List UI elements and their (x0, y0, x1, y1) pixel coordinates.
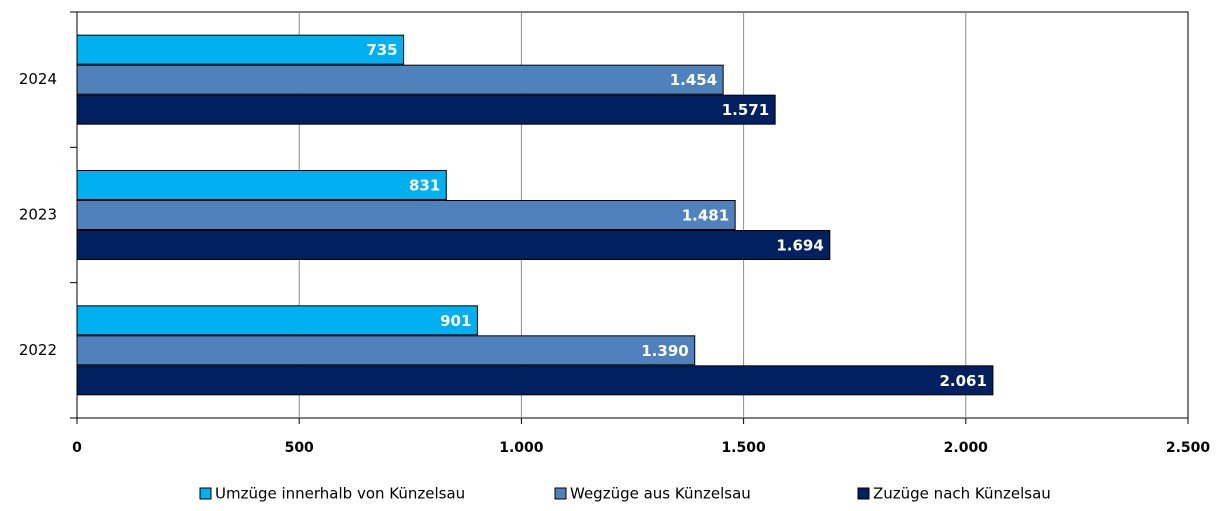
x-tick-label: 1.000 (499, 440, 544, 456)
y-tick-label: 2022 (19, 341, 57, 359)
value-label: 735 (366, 41, 397, 59)
legend-label: Zuzüge nach Künzelsau (873, 485, 1051, 503)
legend-swatch (857, 487, 870, 500)
bar (76, 170, 447, 200)
x-tick-label: 500 (285, 440, 314, 456)
value-label: 1.390 (641, 342, 688, 360)
y-tick-label: 2023 (19, 206, 57, 224)
bar (76, 64, 724, 95)
bar (76, 94, 776, 125)
bar (76, 335, 696, 366)
bar (76, 365, 994, 396)
bar (76, 34, 405, 65)
legend-swatch (199, 487, 212, 500)
y-tick-label: 2024 (19, 70, 57, 88)
legend-label: Wegzüge aus Künzelsau (570, 485, 751, 503)
x-tick-label: 2.500 (1166, 440, 1211, 456)
value-label: 2.061 (939, 372, 986, 390)
legend-label: Umzüge innerhalb von Künzelsau (215, 485, 465, 503)
value-label: 1.571 (722, 101, 769, 119)
bar (76, 305, 478, 336)
x-tick-label: 1.500 (721, 440, 766, 456)
legend-swatch (554, 487, 567, 500)
value-label: 831 (409, 177, 440, 195)
x-tick-label: 0 (72, 440, 82, 456)
bar (76, 200, 736, 230)
value-label: 1.454 (670, 71, 717, 89)
bar (76, 230, 831, 260)
value-label: 901 (440, 312, 471, 330)
x-tick-label: 2.000 (944, 440, 989, 456)
value-label: 1.481 (682, 207, 729, 225)
value-label: 1.694 (776, 237, 823, 255)
